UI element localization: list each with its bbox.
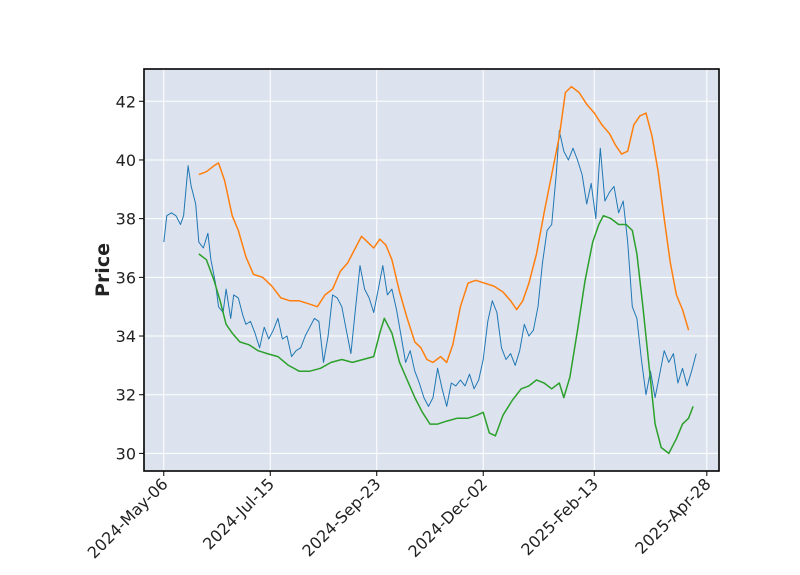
x-tick-label: 2024-Jul-15	[199, 474, 278, 553]
y-tick-label: 40	[116, 151, 136, 170]
y-axis-title: Price	[92, 243, 114, 297]
series-group	[163, 85, 697, 455]
x-tick-label: 2024-Sep-23	[298, 474, 384, 560]
y-tick-label: 32	[116, 386, 136, 405]
x-tick-label: 2025-Feb-13	[517, 474, 602, 559]
x-tick-label: 2024-Dec-02	[404, 474, 491, 561]
y-tick-label: 42	[116, 92, 136, 111]
y-tick-label: 30	[116, 444, 136, 463]
series-line-1	[163, 130, 697, 407]
y-tick-label: 36	[116, 268, 136, 287]
x-tick-label: 2025-Apr-28	[631, 474, 714, 557]
series-line-3	[198, 214, 694, 455]
plot-frame	[143, 68, 720, 472]
series-line-2	[198, 85, 690, 364]
plot-area	[144, 69, 719, 471]
y-tick-label: 34	[116, 327, 136, 346]
grid-lines	[144, 69, 719, 471]
x-tick-label: 2024-May-06	[84, 474, 172, 562]
y-tick-label: 38	[116, 210, 136, 229]
